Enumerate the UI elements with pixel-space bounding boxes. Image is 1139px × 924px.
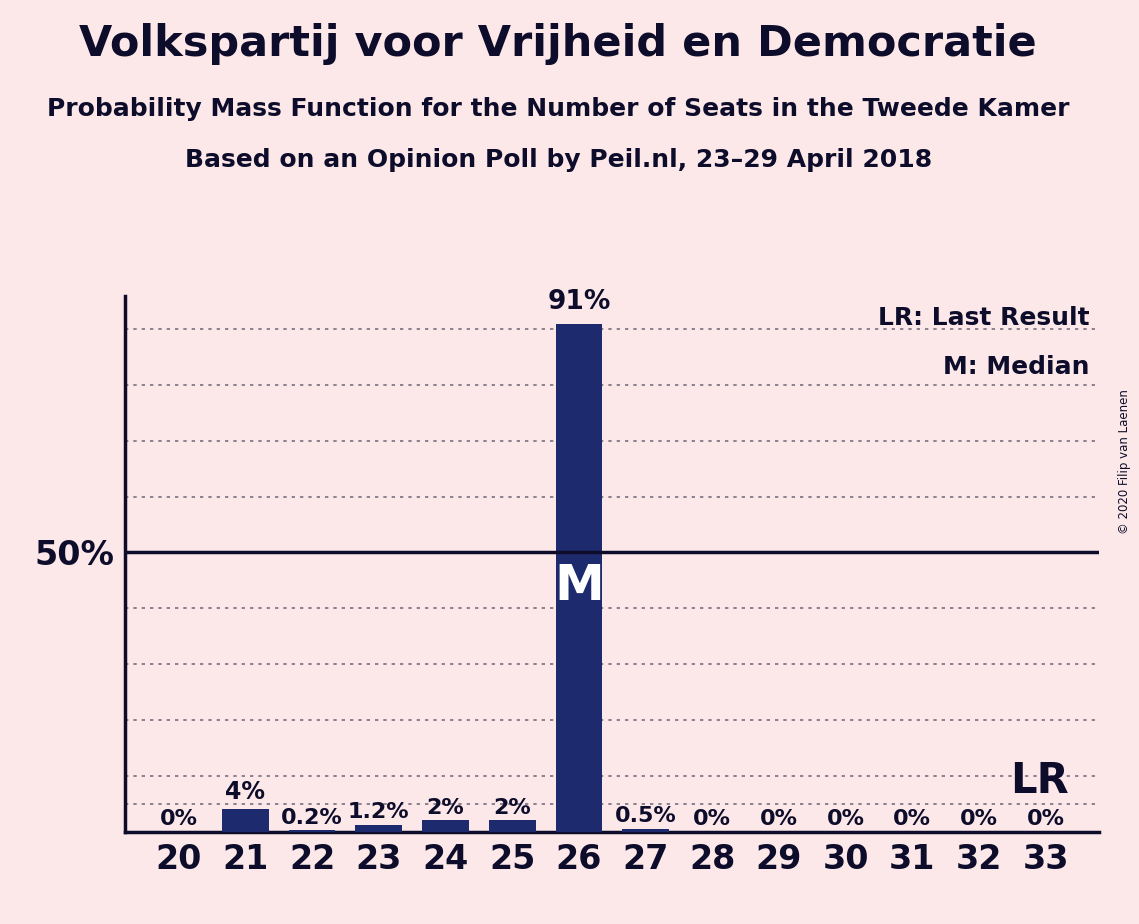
Bar [423,821,469,832]
Text: 0%: 0% [760,808,798,829]
Text: Probability Mass Function for the Number of Seats in the Tweede Kamer: Probability Mass Function for the Number… [47,97,1070,121]
Bar [622,829,669,832]
Text: M: Median: M: Median [943,355,1089,379]
Text: 4%: 4% [226,780,265,804]
Text: 0%: 0% [893,808,932,829]
Text: LR: Last Result: LR: Last Result [878,307,1089,331]
Text: LR: LR [1010,760,1070,802]
Bar [288,831,335,832]
Text: 2%: 2% [427,797,465,818]
Text: 0.2%: 0.2% [281,808,343,828]
Text: © 2020 Filip van Laenen: © 2020 Filip van Laenen [1118,390,1131,534]
Text: 0%: 0% [827,808,865,829]
Text: 0%: 0% [159,808,198,829]
Text: 1.2%: 1.2% [347,802,410,822]
Bar [222,809,269,832]
Bar [556,323,603,832]
Text: 91%: 91% [547,289,611,315]
Text: 0.5%: 0.5% [615,806,677,826]
Bar [355,825,402,832]
Text: 0%: 0% [694,808,731,829]
Text: 0%: 0% [1026,808,1065,829]
Text: Based on an Opinion Poll by Peil.nl, 23–29 April 2018: Based on an Opinion Poll by Peil.nl, 23–… [185,148,932,172]
Text: 2%: 2% [493,797,531,818]
Text: 0%: 0% [960,808,998,829]
Text: M: M [554,562,604,610]
Text: Volkspartij voor Vrijheid en Democratie: Volkspartij voor Vrijheid en Democratie [80,23,1036,65]
Bar [489,821,535,832]
